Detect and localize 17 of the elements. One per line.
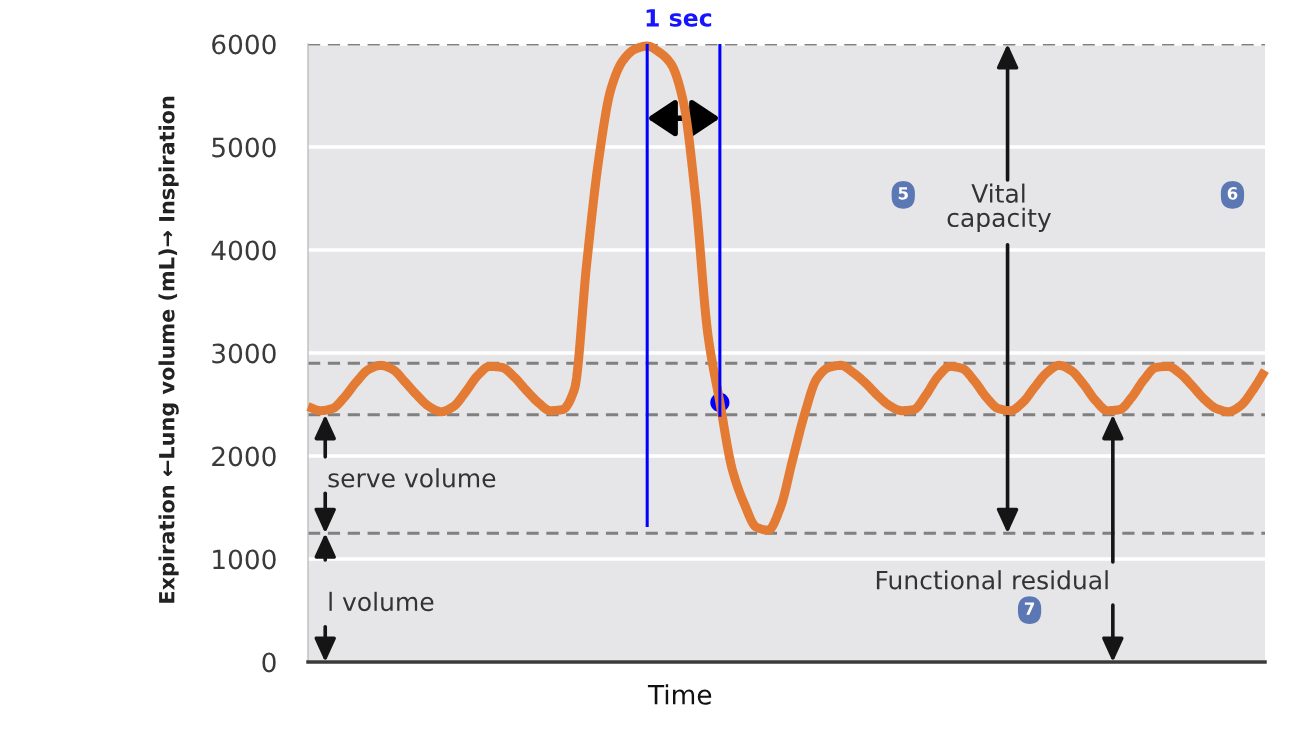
annotation: 7: [1024, 602, 1035, 615]
annotation: 6: [1227, 187, 1238, 200]
y-tick-label: 3000: [212, 343, 276, 364]
y-tick-label: 0: [262, 652, 276, 673]
text: 1 sec: [646, 9, 712, 27]
y-tick-label: 1000: [213, 549, 276, 570]
y-axis-title: Expiration ←Lung volume (mL)→ Inspiration: [158, 96, 179, 603]
annotation: 5: [898, 187, 908, 200]
y-tick-label: 6000: [212, 34, 276, 55]
annotation: Vital capacity: [947, 183, 1051, 232]
annotation: l volume: [329, 591, 434, 612]
annotation: Functional residual: [876, 570, 1108, 590]
annotation: serve volume: [328, 468, 496, 488]
x-axis-title: Time: [647, 684, 712, 705]
y-tick-label: 2000: [212, 446, 276, 467]
y-tick-label: 4000: [211, 240, 276, 261]
y-tick-label: 5000: [212, 137, 276, 158]
